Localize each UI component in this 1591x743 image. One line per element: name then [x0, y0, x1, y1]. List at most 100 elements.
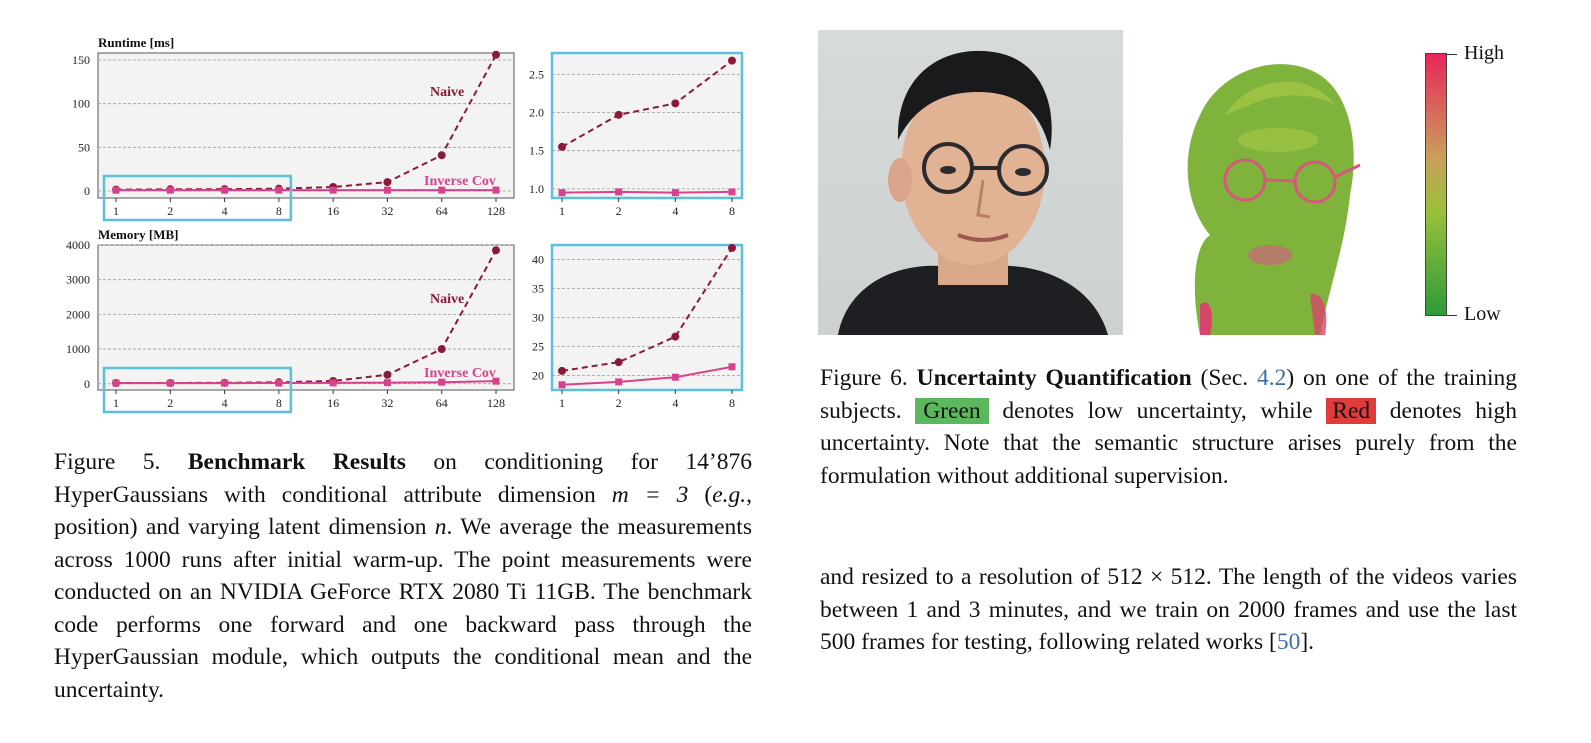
uncertainty-heatmap [1170, 45, 1370, 336]
figure5-caption-title: Benchmark Results [187, 449, 406, 475]
figure6-caption: Figure 6. Uncertainty Quantification (Se… [820, 362, 1517, 492]
memory-main-xtick-label: 16 [327, 396, 339, 410]
figure6-caption-prefix: Figure 6. [820, 365, 917, 391]
memory-main-ytick-label: 3000 [66, 273, 90, 287]
runtime-main-inverse-cov-point [275, 186, 283, 194]
runtime-main-ytick-label: 150 [72, 53, 90, 67]
memory-inset-naive-point [728, 243, 736, 252]
runtime-main-naive-point [437, 151, 446, 160]
runtime-inset-series-inverse-cov-line [561, 190, 733, 194]
runtime-inset-inverse-cov-point [558, 189, 566, 197]
figure6-caption-text-1: (Sec. [1191, 365, 1257, 391]
memory-main-ytick-label: 0 [84, 377, 90, 391]
body-paragraph: and resized to a resolution of 512 × 512… [820, 561, 1517, 659]
figure5-caption-eg: e.g. [712, 481, 747, 508]
figure6-section-ref-link[interactable]: 4.2 [1256, 365, 1287, 391]
runtime-inset-naive-point [614, 110, 623, 119]
runtime-main-zoom-highlight-box [102, 174, 293, 222]
memory-main-naive-point [437, 345, 446, 354]
runtime-main-xtick-label: 32 [381, 204, 393, 218]
memory-main-xtick-label: 1 [113, 396, 119, 410]
figure6-caption-text-3: denotes low uncertainty, while [988, 397, 1327, 424]
runtime-inset-inverse-cov-point [615, 188, 623, 196]
memory-main-xtick-label: 2 [167, 396, 173, 410]
red-highlight: Red [1326, 397, 1377, 424]
runtime-main-plot-area [97, 52, 515, 199]
runtime-main-naive-point [492, 50, 500, 59]
uncertainty-colorbar [1425, 53, 1447, 316]
memory-main-xtick-label: 128 [487, 396, 505, 410]
runtime-inset-ytick-label: 1.5 [529, 144, 544, 158]
figure5-caption-math-2: n [434, 514, 447, 540]
runtime-main-inverse-cov-point [221, 186, 229, 194]
uncertainty-heatmap-drawing [1187, 64, 1361, 336]
runtime-main-xtick-label: 1 [113, 204, 119, 218]
memory-inset-xtick-label: 1 [559, 396, 565, 410]
runtime-inset-ytick-label: 2.5 [529, 67, 544, 81]
memory-inset-ytick-label: 30 [532, 311, 544, 325]
memory-main-inverse-cov-point [438, 378, 446, 386]
runtime-inset-ytick-label: 1.0 [529, 182, 544, 196]
runtime-main-ytick-label: 50 [78, 140, 90, 154]
runtime-inset-inverse-cov-point [728, 188, 736, 196]
citation-ref-link[interactable]: 50 [1276, 629, 1301, 655]
body-text-2: ]. [1300, 629, 1315, 655]
runtime-main-inverse-cov-point [492, 186, 500, 194]
colorbar-low-tick [1447, 315, 1457, 316]
memory-main-xtick-label: 32 [381, 396, 393, 410]
memory-inset-inverse-cov-point [615, 378, 623, 386]
memory-inset-ytick-label: 40 [532, 253, 544, 267]
colorbar-high-tick [1447, 54, 1457, 55]
figure5-caption-math-1: m = 3 [611, 481, 689, 508]
runtime-inset-xtick-label: 8 [729, 204, 735, 218]
memory-main-xtick-label: 8 [276, 396, 282, 410]
memory-inset-series-inverse-cov-line [561, 365, 733, 386]
runtime-main-ytick-label: 0 [84, 184, 90, 198]
runtime-main-xtick-label: 2 [167, 204, 173, 218]
figure6-caption-text-2: ) on one of the training subjects. [820, 365, 1517, 424]
figure5-caption-text-2: ( [688, 481, 713, 508]
runtime-inset-xtick-label: 2 [616, 204, 622, 218]
runtime-main-inverse-cov-point [112, 186, 120, 194]
runtime-main-xtick-label: 64 [436, 204, 448, 218]
figure5-caption-prefix: Figure 5. [54, 449, 188, 475]
memory-inset-inverse-cov-point [728, 363, 736, 371]
memory-inset-ytick-label: 20 [532, 369, 544, 383]
figure5-caption-text-1: on conditioning for 14’876 HyperGaussian… [54, 449, 752, 508]
memory-main-xtick-label: 64 [436, 396, 448, 410]
memory-main-naive-point [383, 370, 392, 379]
runtime-main-inverse-cov-point [166, 186, 174, 194]
memory-main-ytick-label: 2000 [66, 307, 90, 321]
runtime-main-inverse-cov-label: Inverse Cov [424, 174, 496, 189]
runtime-main-inverse-cov-point [383, 186, 391, 194]
memory-main-ytick-label: 1000 [66, 342, 90, 356]
green-highlight: Green [915, 397, 989, 424]
runtime-main-ytick-label: 100 [72, 97, 90, 111]
memory-inset-inverse-cov-point [671, 373, 679, 381]
runtime-inset-plot-area [550, 51, 744, 200]
runtime-main-xtick-label: 16 [327, 204, 339, 218]
figure6-caption-title: Uncertainty Quantification [916, 365, 1192, 391]
memory-main-inverse-cov-point [221, 379, 229, 387]
runtime-main-xtick-label: 4 [222, 204, 228, 218]
runtime-inset-ytick-label: 2.0 [529, 106, 544, 120]
runtime-main-inverse-cov-point [329, 186, 337, 194]
runtime-main-xtick-label: 128 [487, 204, 505, 218]
runtime-main-naive-label: Naive [430, 85, 464, 100]
memory-inset-naive-point [558, 366, 566, 375]
memory-inset-xtick-label: 4 [672, 396, 678, 410]
runtime-main-naive-point [383, 178, 392, 187]
colorbar-low-label: Low [1464, 303, 1501, 325]
memory-main-inverse-cov-point [112, 379, 120, 387]
memory-main-inverse-cov-point [383, 379, 391, 387]
runtime-main-inverse-cov-point [438, 186, 446, 194]
runtime-inset-naive-point [671, 99, 680, 108]
figure6-caption-text-4: denotes high uncertainty. Note that the … [820, 397, 1517, 489]
memory-inset-ytick-label: 25 [532, 340, 544, 354]
memory-main-xtick-label: 4 [222, 396, 228, 410]
memory-main-naive-label: Naive [430, 292, 464, 307]
subject-photo-drawing [838, 50, 1108, 335]
runtime-inset-xtick-label: 1 [559, 204, 565, 218]
memory-main-inverse-cov-point [275, 379, 283, 387]
